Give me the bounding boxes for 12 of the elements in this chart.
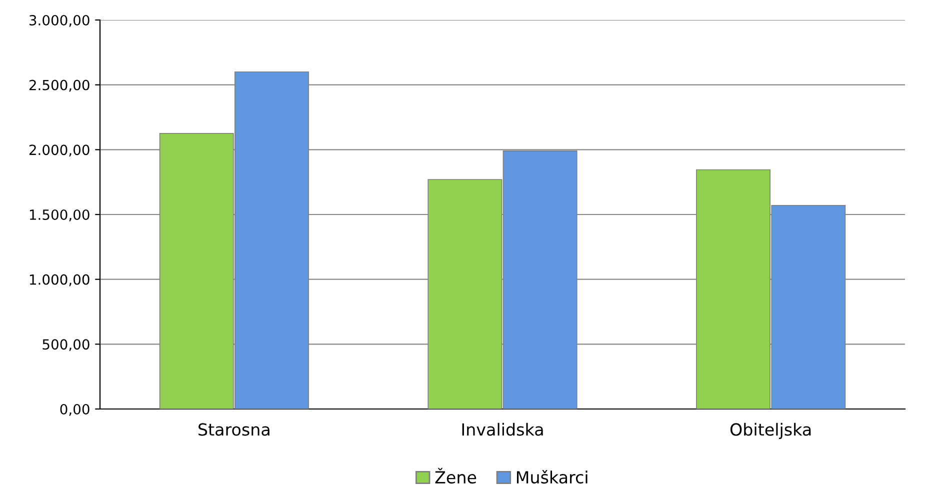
legend-label: Muškarci xyxy=(516,470,588,484)
x-tick-label: Obiteljska xyxy=(730,422,811,440)
y-tick-label: 1.000,00 xyxy=(30,274,90,286)
y-tick-label: 1.500,00 xyxy=(30,209,90,222)
legend-label: Žene xyxy=(435,468,476,484)
y-tick-label: 3.000,00 xyxy=(29,14,90,27)
y-tick-label: 2.500,00 xyxy=(29,80,90,92)
y-tick-label: 2.000,00 xyxy=(29,144,90,157)
y-tick-label: 500,00 xyxy=(42,339,90,352)
x-tick-label: Starosna xyxy=(198,423,270,436)
x-tick-label: Invalidska xyxy=(462,422,543,436)
y-tick-label: 0,00 xyxy=(60,404,90,416)
